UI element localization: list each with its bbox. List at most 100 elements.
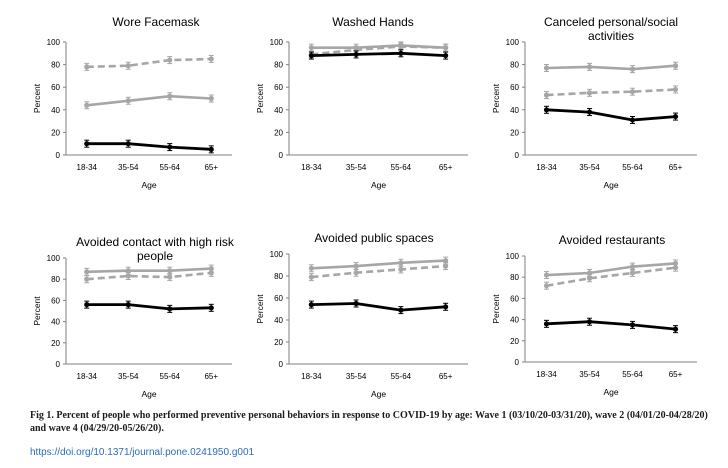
x-tick-label: 55-64: [391, 163, 412, 172]
y-tick-label: 80: [274, 272, 283, 281]
data-point: [586, 90, 593, 96]
data-point: [443, 304, 449, 310]
series-line-solid-black: [86, 303, 212, 311]
data-point: [125, 268, 131, 274]
data-point: [629, 89, 636, 95]
y-tick-label: 40: [274, 106, 283, 115]
x-axis-label: Age: [141, 389, 156, 399]
y-tick-label: 80: [274, 61, 283, 70]
series-line-solid-gray: [86, 267, 212, 274]
data-point: [353, 51, 359, 58]
panel-title-line: Avoided contact with high risk: [76, 235, 235, 249]
x-tick-label: 18-34: [77, 372, 98, 381]
y-tick-label: 20: [510, 128, 519, 137]
data-point: [672, 86, 679, 93]
x-axis-label: Age: [141, 180, 156, 190]
y-tick-label: 20: [510, 337, 519, 346]
x-tick-label: 55-64: [391, 372, 412, 381]
data-point: [308, 45, 314, 51]
data-point: [543, 107, 550, 113]
x-tick-label: 55-64: [160, 372, 181, 381]
series-line-solid-gray: [546, 64, 676, 71]
y-tick-label: 40: [274, 316, 283, 325]
data-point: [84, 276, 90, 282]
data-point: [125, 302, 131, 308]
x-tick-label: 18-34: [77, 163, 98, 172]
y-tick-label: 60: [274, 83, 283, 92]
y-axis-label: Percent: [32, 83, 42, 113]
series-line-solid-black: [311, 51, 446, 57]
doi-link[interactable]: https://doi.org/10.1371/journal.pone.024…: [30, 447, 255, 458]
data-point: [125, 141, 131, 147]
data-point: [308, 52, 314, 59]
y-axis-label: Percent: [255, 83, 265, 113]
data-point: [208, 56, 214, 62]
data-point: [443, 45, 449, 51]
x-tick-label: 35-54: [579, 163, 600, 172]
data-point: [84, 102, 90, 108]
data-point: [398, 260, 404, 266]
panel-title-line: Avoided restaurants: [559, 233, 666, 247]
y-axis-label: Percent: [255, 294, 265, 324]
data-point: [167, 306, 173, 312]
series-line-dashed-gray: [311, 264, 446, 279]
y-tick-label: 40: [51, 318, 60, 327]
data-point: [208, 95, 214, 102]
x-tick-label: 65+: [669, 370, 683, 379]
data-point: [167, 144, 173, 150]
y-tick-label: 60: [51, 296, 60, 305]
data-point: [586, 270, 593, 276]
data-point: [586, 109, 593, 115]
data-point: [84, 64, 90, 70]
y-tick-label: 20: [274, 338, 283, 347]
x-axis-label: Age: [371, 180, 386, 190]
y-tick-label: 100: [47, 254, 61, 263]
y-tick-label: 100: [506, 38, 520, 47]
y-tick-label: 80: [51, 275, 60, 284]
data-point: [84, 302, 90, 308]
data-point: [308, 302, 314, 308]
y-tick-label: 100: [270, 38, 284, 47]
series-line-dashed-gray: [86, 57, 212, 69]
panel-title-line: Wore Facemask: [112, 15, 200, 29]
x-axis-label: Age: [603, 180, 618, 190]
y-tick-label: 40: [510, 316, 519, 325]
x-tick-label: 65+: [439, 372, 453, 381]
data-point: [443, 52, 449, 59]
data-point: [167, 268, 173, 274]
data-point: [208, 146, 214, 152]
x-tick-label: 18-34: [536, 370, 557, 379]
data-point: [353, 263, 359, 269]
data-point: [629, 264, 636, 270]
data-point: [308, 274, 314, 280]
data-point: [398, 50, 404, 56]
y-tick-label: 60: [51, 83, 60, 92]
y-tick-label: 0: [515, 358, 520, 367]
y-tick-label: 20: [274, 128, 283, 137]
series-line-dashed-gray: [546, 88, 676, 97]
x-tick-label: 18-34: [536, 163, 557, 172]
chart-panel-6: Avoided restaurants 0 20 40 60 80 100 18-34 35-5…: [491, 233, 697, 397]
panel-title-line: Canceled personal/social: [544, 15, 678, 29]
x-tick-label: 18-34: [301, 163, 322, 172]
series-line-dashed-gray: [86, 271, 212, 281]
series-line-solid-gray: [86, 94, 212, 107]
y-tick-label: 0: [279, 151, 284, 160]
data-point: [543, 92, 550, 98]
data-point: [586, 64, 593, 70]
y-tick-label: 80: [510, 273, 519, 282]
x-tick-label: 35-54: [579, 370, 600, 379]
y-tick-label: 100: [506, 252, 520, 261]
y-axis-label: Percent: [491, 83, 501, 113]
x-tick-label: 35-54: [346, 163, 367, 172]
data-point: [398, 266, 404, 272]
y-tick-label: 40: [510, 106, 519, 115]
panel-title-line: people: [137, 249, 173, 263]
x-tick-label: 55-64: [622, 370, 643, 379]
figure-panels: Wore Facemask 0 20 40 60 80 100 18-34 35-54 55-64…: [32, 15, 697, 399]
y-tick-label: 80: [510, 61, 519, 70]
chart-panel-1: Wore Facemask 0 20 40 60 80 100 18-34 35-54 55-64…: [32, 15, 232, 190]
series-line-solid-black: [86, 142, 212, 151]
panel-title-line: activities: [588, 29, 634, 43]
